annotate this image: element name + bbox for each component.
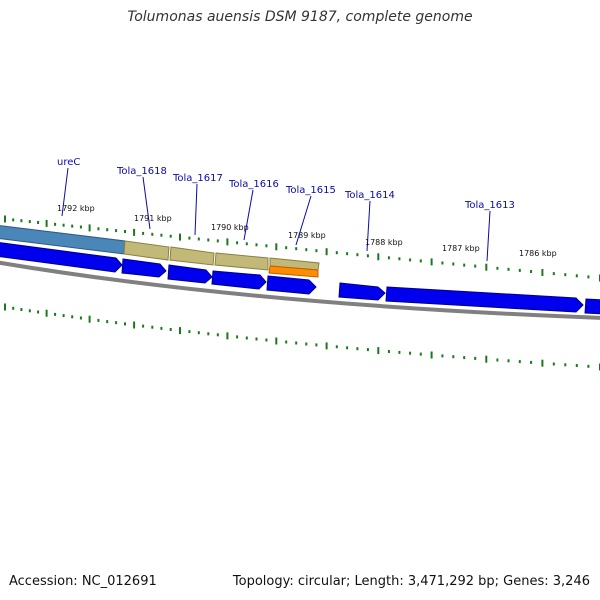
- gene-band: [0, 225, 320, 278]
- leader-line: [295, 195, 312, 246]
- outer-tick-marks: [4, 215, 600, 282]
- accession-text: Accession: NC_012691: [9, 574, 157, 589]
- genome-backbone: [0, 260, 600, 320]
- gene-label-tola-1617[interactable]: Tola_1617: [172, 173, 223, 184]
- kbp-label: 1792 kbp: [57, 204, 95, 213]
- kbp-label: 1787 kbp: [442, 244, 480, 253]
- kbp-label: 1788 kbp: [365, 238, 403, 247]
- gene-labels: ureC Tola_1618 Tola_1617 Tola_1616 Tola_…: [57, 157, 515, 211]
- cds-arrow[interactable]: [584, 298, 600, 315]
- cds-arrow[interactable]: [211, 270, 267, 290]
- cds-arrow[interactable]: [338, 282, 386, 301]
- gene-label-tola-1615[interactable]: Tola_1615: [285, 185, 336, 196]
- gene-tola-1616-block[interactable]: [214, 252, 269, 271]
- cds-arrows: [0, 242, 600, 315]
- kbp-labels: 1792 kbp 1791 kbp 1790 kbp 1789 kbp 1788…: [57, 204, 557, 258]
- kbp-label: 1790 kbp: [211, 223, 249, 232]
- leader-line: [194, 183, 198, 236]
- gene-tola-1617-block[interactable]: [169, 246, 215, 266]
- topology-text: Topology: circular; Length: 3,471,292 bp…: [232, 574, 590, 589]
- cds-arrow[interactable]: [121, 258, 167, 278]
- cds-arrow[interactable]: [167, 264, 213, 284]
- gene-label-leaders: [61, 167, 491, 262]
- gene-tola-1615-orange[interactable]: [268, 265, 319, 278]
- gene-label-tola-1616[interactable]: Tola_1616: [228, 179, 279, 190]
- map-title: Tolumonas auensis DSM 9187, complete gen…: [127, 9, 473, 25]
- leader-line: [142, 176, 151, 230]
- leader-line: [486, 210, 491, 262]
- gene-label-tola-1613[interactable]: Tola_1613: [464, 200, 515, 211]
- gene-label-tola-1614[interactable]: Tola_1614: [344, 190, 395, 201]
- leader-line: [366, 200, 371, 252]
- leader-line: [243, 189, 254, 241]
- cds-arrow[interactable]: [385, 286, 584, 313]
- kbp-label: 1789 kbp: [288, 231, 326, 240]
- kbp-label: 1786 kbp: [519, 249, 557, 258]
- gene-tola-1618-block[interactable]: [123, 240, 170, 261]
- cds-arrow[interactable]: [266, 275, 317, 295]
- gene-label-tola-1618[interactable]: Tola_1618: [116, 166, 167, 177]
- inner-tick-marks: [4, 303, 600, 371]
- cds-arrow[interactable]: [0, 242, 123, 273]
- kbp-label: 1791 kbp: [134, 214, 172, 223]
- gene-label-urec[interactable]: ureC: [57, 157, 80, 168]
- leader-line: [61, 167, 69, 217]
